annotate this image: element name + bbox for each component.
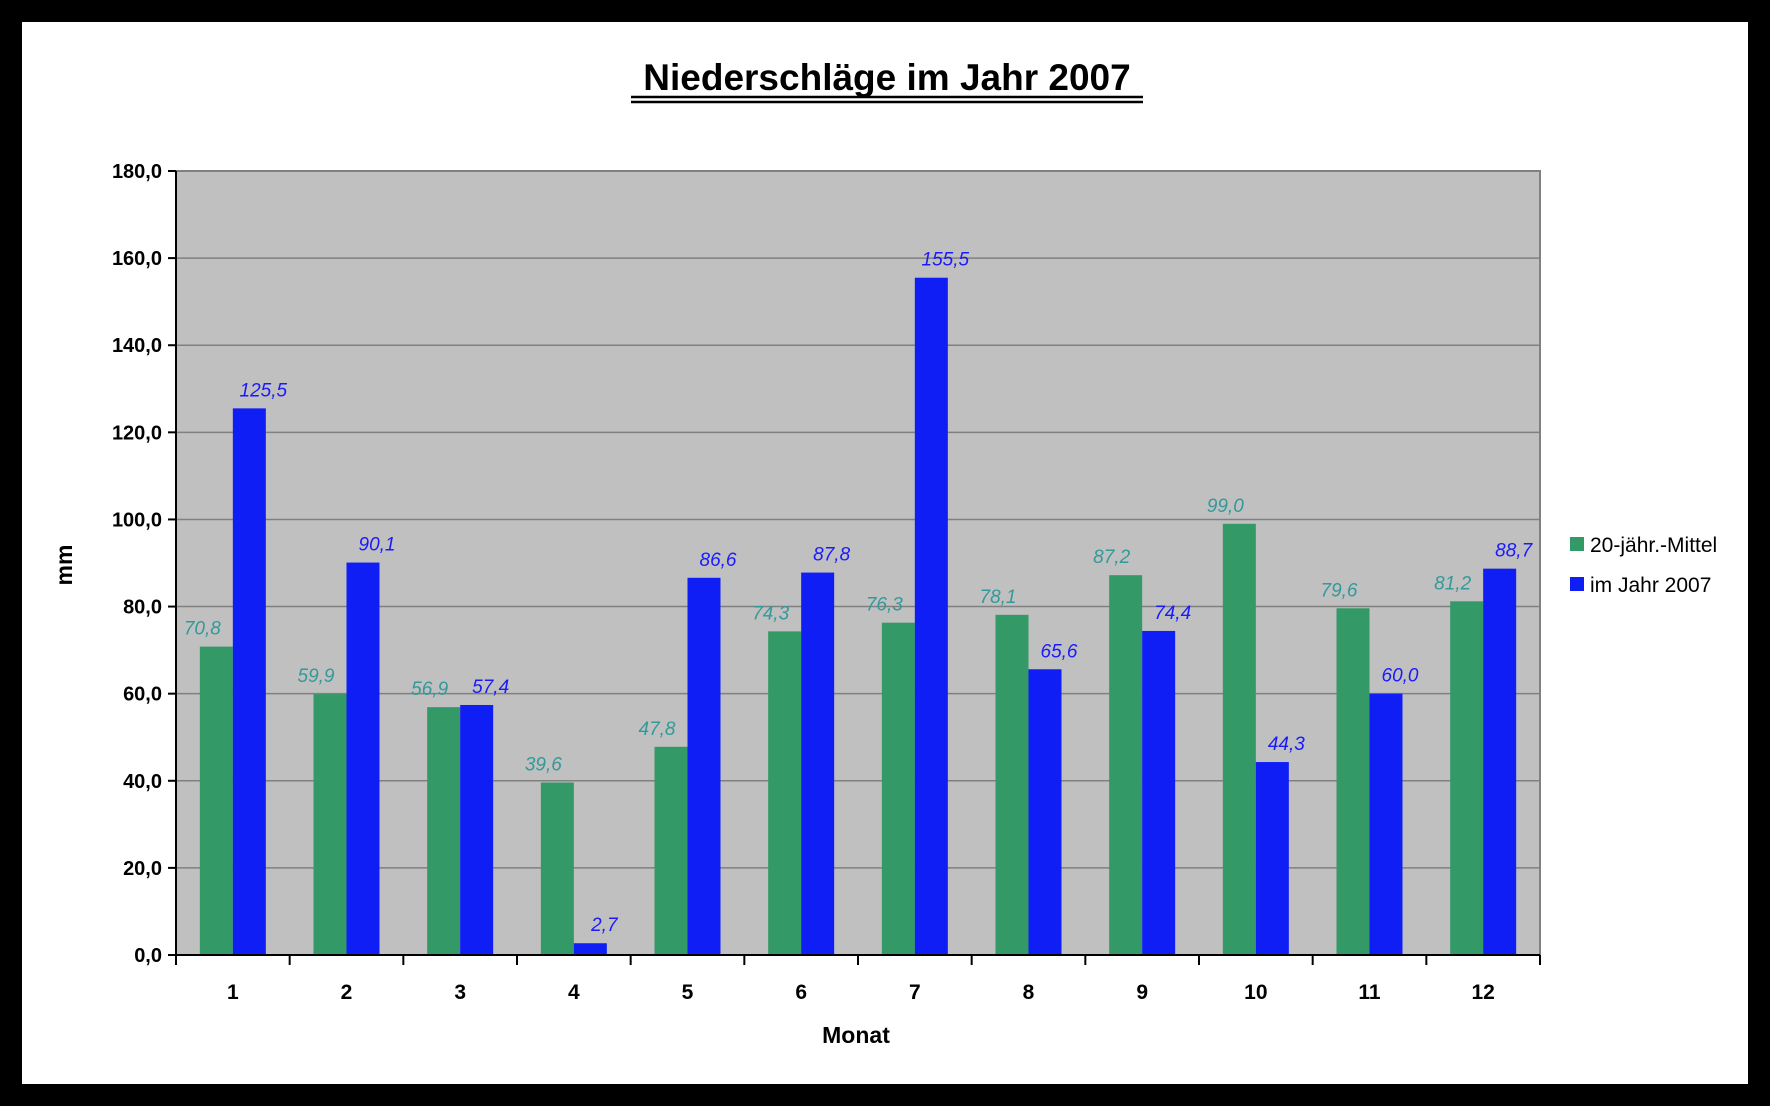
data-label: 47,8	[639, 719, 676, 740]
data-label: 87,8	[813, 545, 850, 566]
legend: 20-jähr.-Mittel im Jahr 2007	[1570, 534, 1717, 597]
data-label: 59,9	[298, 666, 335, 687]
x-tick-label: 8	[1023, 981, 1035, 1004]
x-tick-label: 11	[1358, 981, 1381, 1004]
legend-swatch	[1570, 577, 1584, 591]
y-axis-label: mm	[51, 545, 77, 586]
x-tick-label: 3	[454, 981, 466, 1004]
bar	[346, 562, 380, 955]
data-label: 76,3	[866, 595, 903, 616]
bar	[1028, 669, 1062, 955]
chart-title: Niederschläge im Jahr 2007	[643, 57, 1130, 98]
data-label: 90,1	[359, 535, 396, 556]
bar	[427, 707, 461, 955]
data-label: 39,6	[525, 755, 562, 776]
x-tick-label: 5	[682, 981, 694, 1004]
data-label: 74,3	[752, 603, 789, 624]
data-label: 81,2	[1434, 573, 1471, 594]
bar	[1255, 762, 1289, 955]
y-tick-label: 0,0	[134, 945, 162, 967]
data-label: 88,7	[1495, 541, 1533, 562]
y-tick-label: 40,0	[123, 771, 162, 793]
x-axis-label: Monat	[822, 1022, 890, 1048]
x-tick-labels: 1 2 3 4 5 6 7 8 9 10 11 12	[227, 981, 1495, 1004]
legend-swatch	[1570, 537, 1584, 551]
x-tick-label: 10	[1244, 981, 1267, 1004]
bar	[1142, 630, 1176, 955]
y-tick-label: 20,0	[123, 858, 162, 880]
bars	[199, 277, 1517, 955]
data-label: 87,2	[1093, 547, 1130, 568]
y-tick-label: 100,0	[112, 509, 162, 531]
bar	[1109, 575, 1143, 955]
data-label: 86,6	[700, 550, 737, 571]
bar	[801, 572, 835, 955]
x-tick-label: 1	[227, 981, 239, 1004]
data-label: 57,4	[472, 677, 509, 698]
y-tick-label: 160,0	[112, 248, 162, 270]
data-label: 79,6	[1321, 580, 1358, 601]
bar	[540, 782, 574, 955]
y-tick-label: 180,0	[112, 161, 162, 183]
x-tick-label: 2	[341, 981, 353, 1004]
data-label: 44,3	[1268, 734, 1305, 755]
bar	[995, 614, 1029, 955]
bar	[1222, 523, 1256, 955]
data-label: 65,6	[1041, 641, 1078, 662]
legend-entry: 20-jähr.-Mittel	[1590, 534, 1717, 557]
data-label: 155,5	[922, 250, 970, 271]
y-tick-labels: 0,0 20,0 40,0 60,0 80,0 100,0 120,0 140,0 160,0 1…	[112, 161, 162, 967]
bar	[232, 408, 266, 955]
data-label: 125,5	[240, 380, 288, 401]
x-tick-label: 7	[909, 981, 921, 1004]
bar	[573, 943, 607, 955]
bar	[881, 622, 915, 955]
data-label: 99,0	[1207, 496, 1244, 517]
bar	[914, 277, 948, 955]
bar	[313, 694, 347, 955]
gridlines	[176, 257, 1540, 869]
data-label: 2,7	[590, 915, 619, 936]
legend-entry: im Jahr 2007	[1590, 574, 1711, 597]
data-label: 78,1	[980, 587, 1017, 608]
data-label: 74,4	[1154, 603, 1191, 624]
bar	[199, 646, 233, 955]
axes	[168, 170, 1541, 965]
bar	[654, 746, 688, 955]
bar	[1369, 693, 1403, 955]
x-tick-label: 12	[1471, 981, 1494, 1004]
bar	[1483, 568, 1517, 955]
y-tick-label: 120,0	[112, 422, 162, 444]
data-labels: 70,8 125,5 59,9 90,1 56,9 57,4 39,6 2,7 47,8 86,6…	[184, 250, 1534, 937]
bar	[768, 631, 802, 955]
x-tick-label: 6	[795, 981, 807, 1004]
x-tick-label: 4	[568, 981, 580, 1004]
y-tick-label: 80,0	[123, 597, 162, 619]
data-label: 56,9	[411, 679, 448, 700]
y-tick-label: 140,0	[112, 335, 162, 357]
bar	[687, 577, 721, 955]
plot-area	[175, 170, 1541, 956]
data-label: 60,0	[1382, 666, 1419, 687]
bar	[1336, 608, 1370, 955]
data-label: 70,8	[184, 619, 221, 640]
y-tick-label: 60,0	[123, 684, 162, 706]
x-tick-label: 9	[1136, 981, 1148, 1004]
bar	[460, 704, 494, 955]
bar	[1450, 601, 1484, 955]
